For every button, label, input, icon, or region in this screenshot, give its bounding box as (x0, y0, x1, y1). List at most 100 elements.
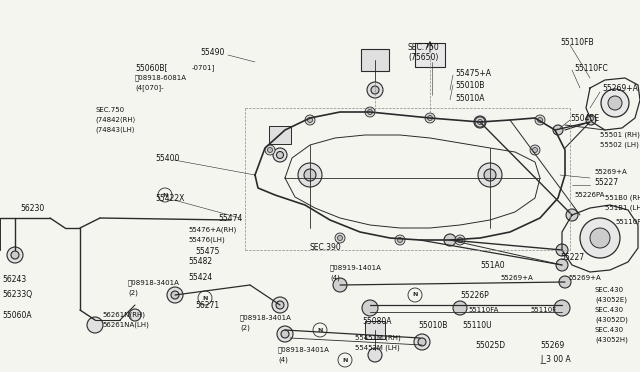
Circle shape (478, 163, 502, 187)
Circle shape (397, 237, 403, 243)
Circle shape (428, 115, 433, 121)
Circle shape (395, 235, 405, 245)
Text: 56271: 56271 (195, 301, 219, 310)
Text: (4): (4) (330, 275, 340, 281)
Text: SEC.430: SEC.430 (595, 327, 624, 333)
Text: SEC.750: SEC.750 (95, 107, 124, 113)
Text: 55010A: 55010A (455, 93, 484, 103)
Circle shape (566, 209, 578, 221)
Circle shape (553, 125, 563, 135)
Circle shape (530, 145, 540, 155)
Text: 551A0: 551A0 (480, 260, 504, 269)
Text: ⓝ08918-3401A: ⓝ08918-3401A (128, 280, 180, 286)
Circle shape (272, 297, 288, 313)
Text: (75650): (75650) (408, 52, 438, 61)
Text: 56261N(RH): 56261N(RH) (102, 312, 145, 318)
Text: (2): (2) (240, 325, 250, 331)
Text: (43052D): (43052D) (595, 317, 628, 323)
Text: 55475+A: 55475+A (455, 68, 491, 77)
Text: 551B1 (LH): 551B1 (LH) (605, 205, 640, 211)
Text: (74842⟨RH⟩: (74842⟨RH⟩ (95, 117, 136, 124)
Circle shape (414, 334, 430, 350)
Text: N: N (317, 327, 323, 333)
Circle shape (455, 235, 465, 245)
Bar (365, 321, 385, 339)
Circle shape (7, 247, 23, 263)
Circle shape (276, 301, 284, 309)
Text: 56230: 56230 (20, 203, 44, 212)
Circle shape (11, 251, 19, 259)
Text: SEC.750: SEC.750 (408, 42, 440, 51)
Circle shape (268, 148, 273, 153)
Text: N: N (412, 292, 418, 298)
Text: 55110FB: 55110FB (560, 38, 594, 46)
Text: 55476(LH): 55476(LH) (188, 237, 225, 243)
Circle shape (418, 338, 426, 346)
Circle shape (474, 116, 486, 128)
Circle shape (298, 163, 322, 187)
Circle shape (167, 287, 183, 303)
Text: (4[070]-: (4[070]- (135, 84, 164, 92)
Text: 55060B[: 55060B[ (135, 64, 168, 73)
Text: N: N (342, 357, 348, 362)
Text: 55474: 55474 (218, 214, 243, 222)
Circle shape (365, 107, 375, 117)
Circle shape (556, 259, 568, 271)
Circle shape (368, 348, 382, 362)
Text: J_3 00 A: J_3 00 A (540, 356, 571, 365)
Circle shape (276, 151, 284, 158)
Text: (4): (4) (278, 357, 288, 363)
Text: 55080A: 55080A (362, 317, 392, 327)
Text: 55482: 55482 (188, 257, 212, 266)
Circle shape (444, 234, 456, 246)
Text: -0701]: -0701] (192, 65, 215, 71)
Text: 55422X: 55422X (155, 193, 184, 202)
Bar (361, 49, 389, 71)
Text: ⓝ08919-1401A: ⓝ08919-1401A (330, 265, 382, 271)
Text: N: N (202, 295, 208, 301)
Text: 55452M (LH): 55452M (LH) (355, 345, 400, 351)
Circle shape (371, 86, 379, 94)
Text: 55010B: 55010B (418, 321, 447, 330)
Text: ⓝ08918-3401A: ⓝ08918-3401A (278, 347, 330, 353)
Text: 55490: 55490 (200, 48, 225, 57)
Circle shape (477, 119, 483, 125)
Text: 551B0 (RH): 551B0 (RH) (605, 195, 640, 201)
Text: (43052H): (43052H) (595, 337, 628, 343)
Circle shape (458, 237, 463, 243)
Text: 55269: 55269 (540, 340, 564, 350)
Text: 55475: 55475 (195, 247, 220, 257)
Circle shape (559, 276, 571, 288)
Text: SEC.430: SEC.430 (595, 287, 624, 293)
Circle shape (265, 145, 275, 155)
Circle shape (475, 117, 485, 127)
Text: 55110U: 55110U (462, 321, 492, 330)
Circle shape (580, 218, 620, 258)
Text: 55269+A: 55269+A (602, 83, 638, 93)
Text: (2): (2) (128, 290, 138, 296)
Text: 55269+A: 55269+A (500, 275, 532, 281)
Text: 55110F: 55110F (530, 307, 556, 313)
Text: 55424: 55424 (188, 273, 212, 282)
Circle shape (590, 228, 610, 248)
Circle shape (425, 113, 435, 123)
Circle shape (556, 244, 568, 256)
Circle shape (484, 169, 496, 181)
Circle shape (305, 115, 315, 125)
Circle shape (532, 148, 538, 153)
Text: 55010B: 55010B (455, 80, 484, 90)
Circle shape (608, 96, 622, 110)
Circle shape (171, 291, 179, 299)
Text: 55501 (RH): 55501 (RH) (600, 132, 640, 138)
Text: 55451M (RH): 55451M (RH) (355, 335, 401, 341)
Text: N: N (163, 192, 168, 198)
Text: 55226PA: 55226PA (574, 192, 604, 198)
Circle shape (273, 148, 287, 162)
Circle shape (601, 89, 629, 117)
Circle shape (367, 109, 372, 115)
Circle shape (337, 235, 342, 241)
Circle shape (129, 309, 141, 321)
Circle shape (307, 118, 312, 122)
Text: (43052E): (43052E) (595, 297, 627, 303)
Circle shape (333, 278, 347, 292)
